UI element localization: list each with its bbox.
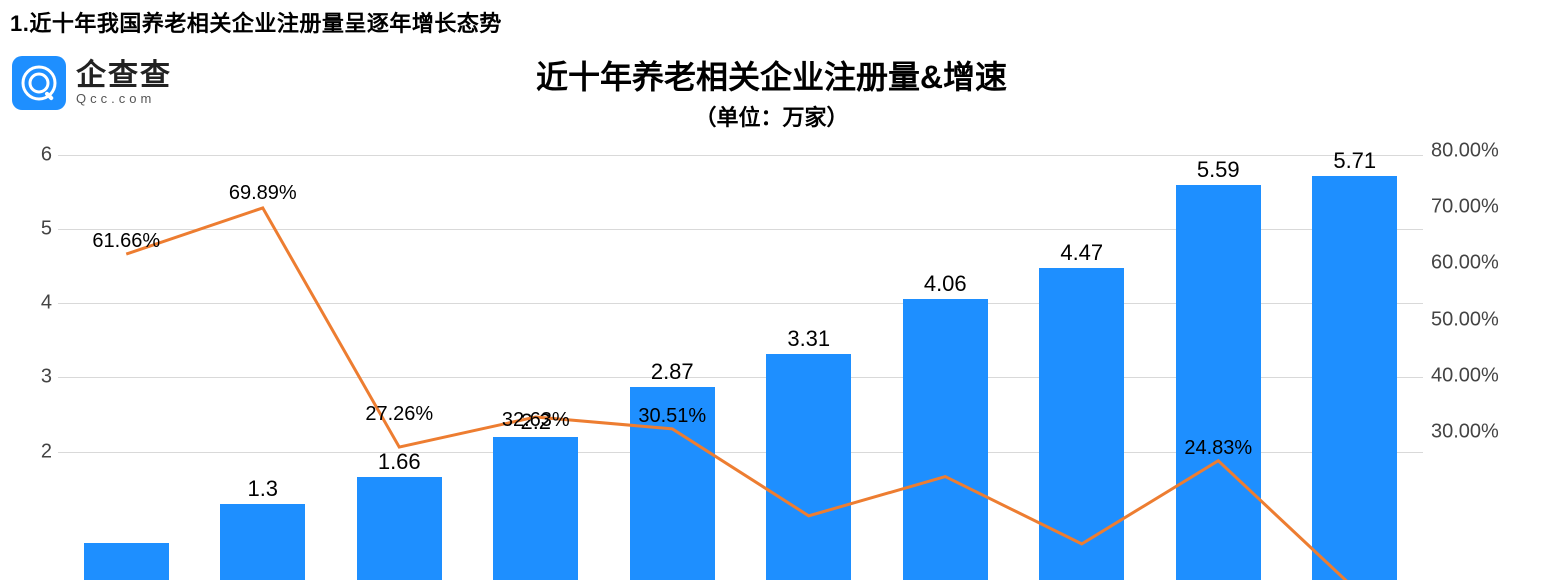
combo-chart: 2 3 4 5 6 30.00% 40.00% 50.00% 60.00% 70.00% 80.00… bbox=[0, 140, 1543, 580]
growth-line bbox=[58, 140, 1423, 580]
y-right-tick: 30.00% bbox=[1431, 420, 1541, 443]
line-value-label: 24.83% bbox=[1184, 437, 1252, 460]
y-left-tick: 3 bbox=[4, 366, 52, 389]
y-left-tick: 4 bbox=[4, 292, 52, 315]
chart-title: 近十年养老相关企业注册量&增速 bbox=[0, 52, 1543, 98]
logo-text-en: Qcc.com bbox=[76, 92, 172, 106]
line-value-label: 61.66% bbox=[92, 230, 160, 253]
section-heading: 1.近十年我国养老相关企业注册量呈逐年增长态势 bbox=[0, 0, 1543, 42]
y-right-tick: 60.00% bbox=[1431, 252, 1541, 275]
y-left-tick: 2 bbox=[4, 440, 52, 463]
chart-subtitle: （单位：万家） bbox=[0, 100, 1543, 132]
qcc-logo-icon bbox=[12, 56, 66, 110]
line-value-label: 69.89% bbox=[229, 182, 297, 205]
y-left-tick: 6 bbox=[4, 143, 52, 166]
line-value-label: 32.63% bbox=[502, 409, 570, 432]
y-right-tick: 70.00% bbox=[1431, 196, 1541, 219]
line-value-label: 30.51% bbox=[638, 405, 706, 428]
y-right-tick: 50.00% bbox=[1431, 308, 1541, 331]
line-value-label: 27.26% bbox=[365, 403, 433, 426]
y-right-tick: 80.00% bbox=[1431, 140, 1541, 163]
y-right-tick: 40.00% bbox=[1431, 364, 1541, 387]
brand-logo: 企查查 Qcc.com bbox=[0, 52, 172, 110]
logo-text-cn: 企查查 bbox=[76, 60, 172, 92]
y-left-tick: 5 bbox=[4, 218, 52, 241]
